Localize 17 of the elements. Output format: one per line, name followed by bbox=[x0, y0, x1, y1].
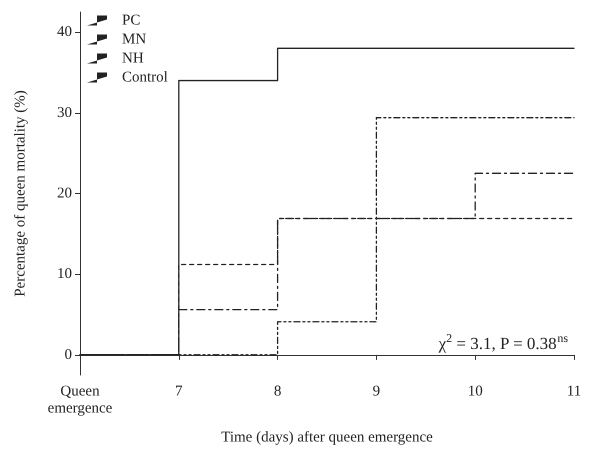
y-tick-label: 40 bbox=[57, 24, 72, 40]
x-tick-label: Queen emergence bbox=[48, 384, 113, 416]
x-axis-title: Time (days) after queen emergence bbox=[221, 430, 434, 446]
y-axis-title: Percentage of queen mortality (%) bbox=[12, 90, 28, 297]
y-tick-label: 0 bbox=[64, 346, 72, 363]
x-tick-label: 7 bbox=[175, 384, 184, 400]
x-tick-label: 11 bbox=[566, 384, 582, 400]
legend-label: NH bbox=[122, 50, 144, 66]
x-tick-label: 10 bbox=[468, 384, 483, 400]
y-tick-label: 10 bbox=[57, 266, 72, 282]
legend-label: PC bbox=[122, 12, 140, 28]
y-tick-label: 20 bbox=[57, 186, 72, 202]
x-tick-label: 8 bbox=[274, 384, 282, 400]
y-tick-label: 30 bbox=[57, 104, 72, 121]
x-tick-label: 9 bbox=[372, 384, 380, 400]
legend-label: Control bbox=[122, 70, 168, 86]
legend-label: MN bbox=[122, 32, 146, 48]
